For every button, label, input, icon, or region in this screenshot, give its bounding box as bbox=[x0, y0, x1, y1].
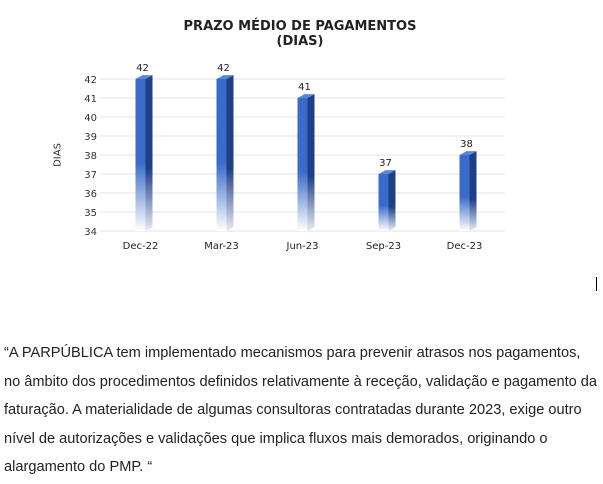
bar-top bbox=[216, 75, 234, 79]
x-tick-label: Sep-23 bbox=[366, 241, 401, 252]
chart-subtitle: (DIAS) bbox=[276, 34, 324, 49]
x-tick-label: Jun-23 bbox=[286, 241, 319, 252]
chart: PRAZO MÉDIO DE PAGAMENTOS (DIAS) DIAS 34… bbox=[53, 19, 505, 252]
chart-plot: 34 35 36 37 38 39 40 41 42 42 Dec-22 42 Mar-23 41 Jun-… bbox=[84, 63, 505, 252]
bar-side bbox=[145, 75, 153, 232]
bar-top bbox=[459, 151, 477, 155]
bar bbox=[378, 174, 389, 231]
x-tick-label: Mar-23 bbox=[204, 241, 239, 252]
bar bbox=[135, 79, 146, 231]
y-tick-label: 37 bbox=[84, 170, 97, 181]
bar-side bbox=[307, 94, 315, 232]
bar-side bbox=[226, 75, 234, 232]
chart-title: PRAZO MÉDIO DE PAGAMENTOS bbox=[183, 19, 417, 34]
bar bbox=[459, 155, 470, 231]
bar-top bbox=[135, 75, 153, 79]
y-tick-label: 40 bbox=[84, 113, 97, 124]
y-tick-label: 42 bbox=[84, 75, 97, 86]
bar bbox=[216, 79, 227, 231]
x-tick-label: Dec-23 bbox=[447, 241, 483, 252]
data-label: 41 bbox=[298, 82, 311, 93]
text-cursor bbox=[596, 277, 597, 291]
data-label: 42 bbox=[136, 63, 149, 74]
bar-side bbox=[469, 151, 477, 231]
y-tick-label: 39 bbox=[84, 132, 97, 143]
y-tick-label: 35 bbox=[84, 208, 97, 219]
y-tick-label: 41 bbox=[84, 94, 97, 105]
bar bbox=[297, 98, 308, 231]
y-tick-label: 38 bbox=[84, 151, 97, 162]
data-label: 37 bbox=[379, 158, 392, 169]
quote-paragraph: “A PARPÚBLICA tem implementado mecanismo… bbox=[4, 345, 598, 476]
data-label: 42 bbox=[217, 63, 230, 74]
bar-top bbox=[297, 94, 315, 98]
x-tick-label: Dec-22 bbox=[123, 241, 159, 252]
data-label: 38 bbox=[460, 139, 473, 150]
bar-side bbox=[388, 170, 396, 231]
y-tick-label: 34 bbox=[84, 227, 97, 238]
bar-top bbox=[378, 170, 396, 174]
y-tick-label: 36 bbox=[84, 189, 97, 200]
